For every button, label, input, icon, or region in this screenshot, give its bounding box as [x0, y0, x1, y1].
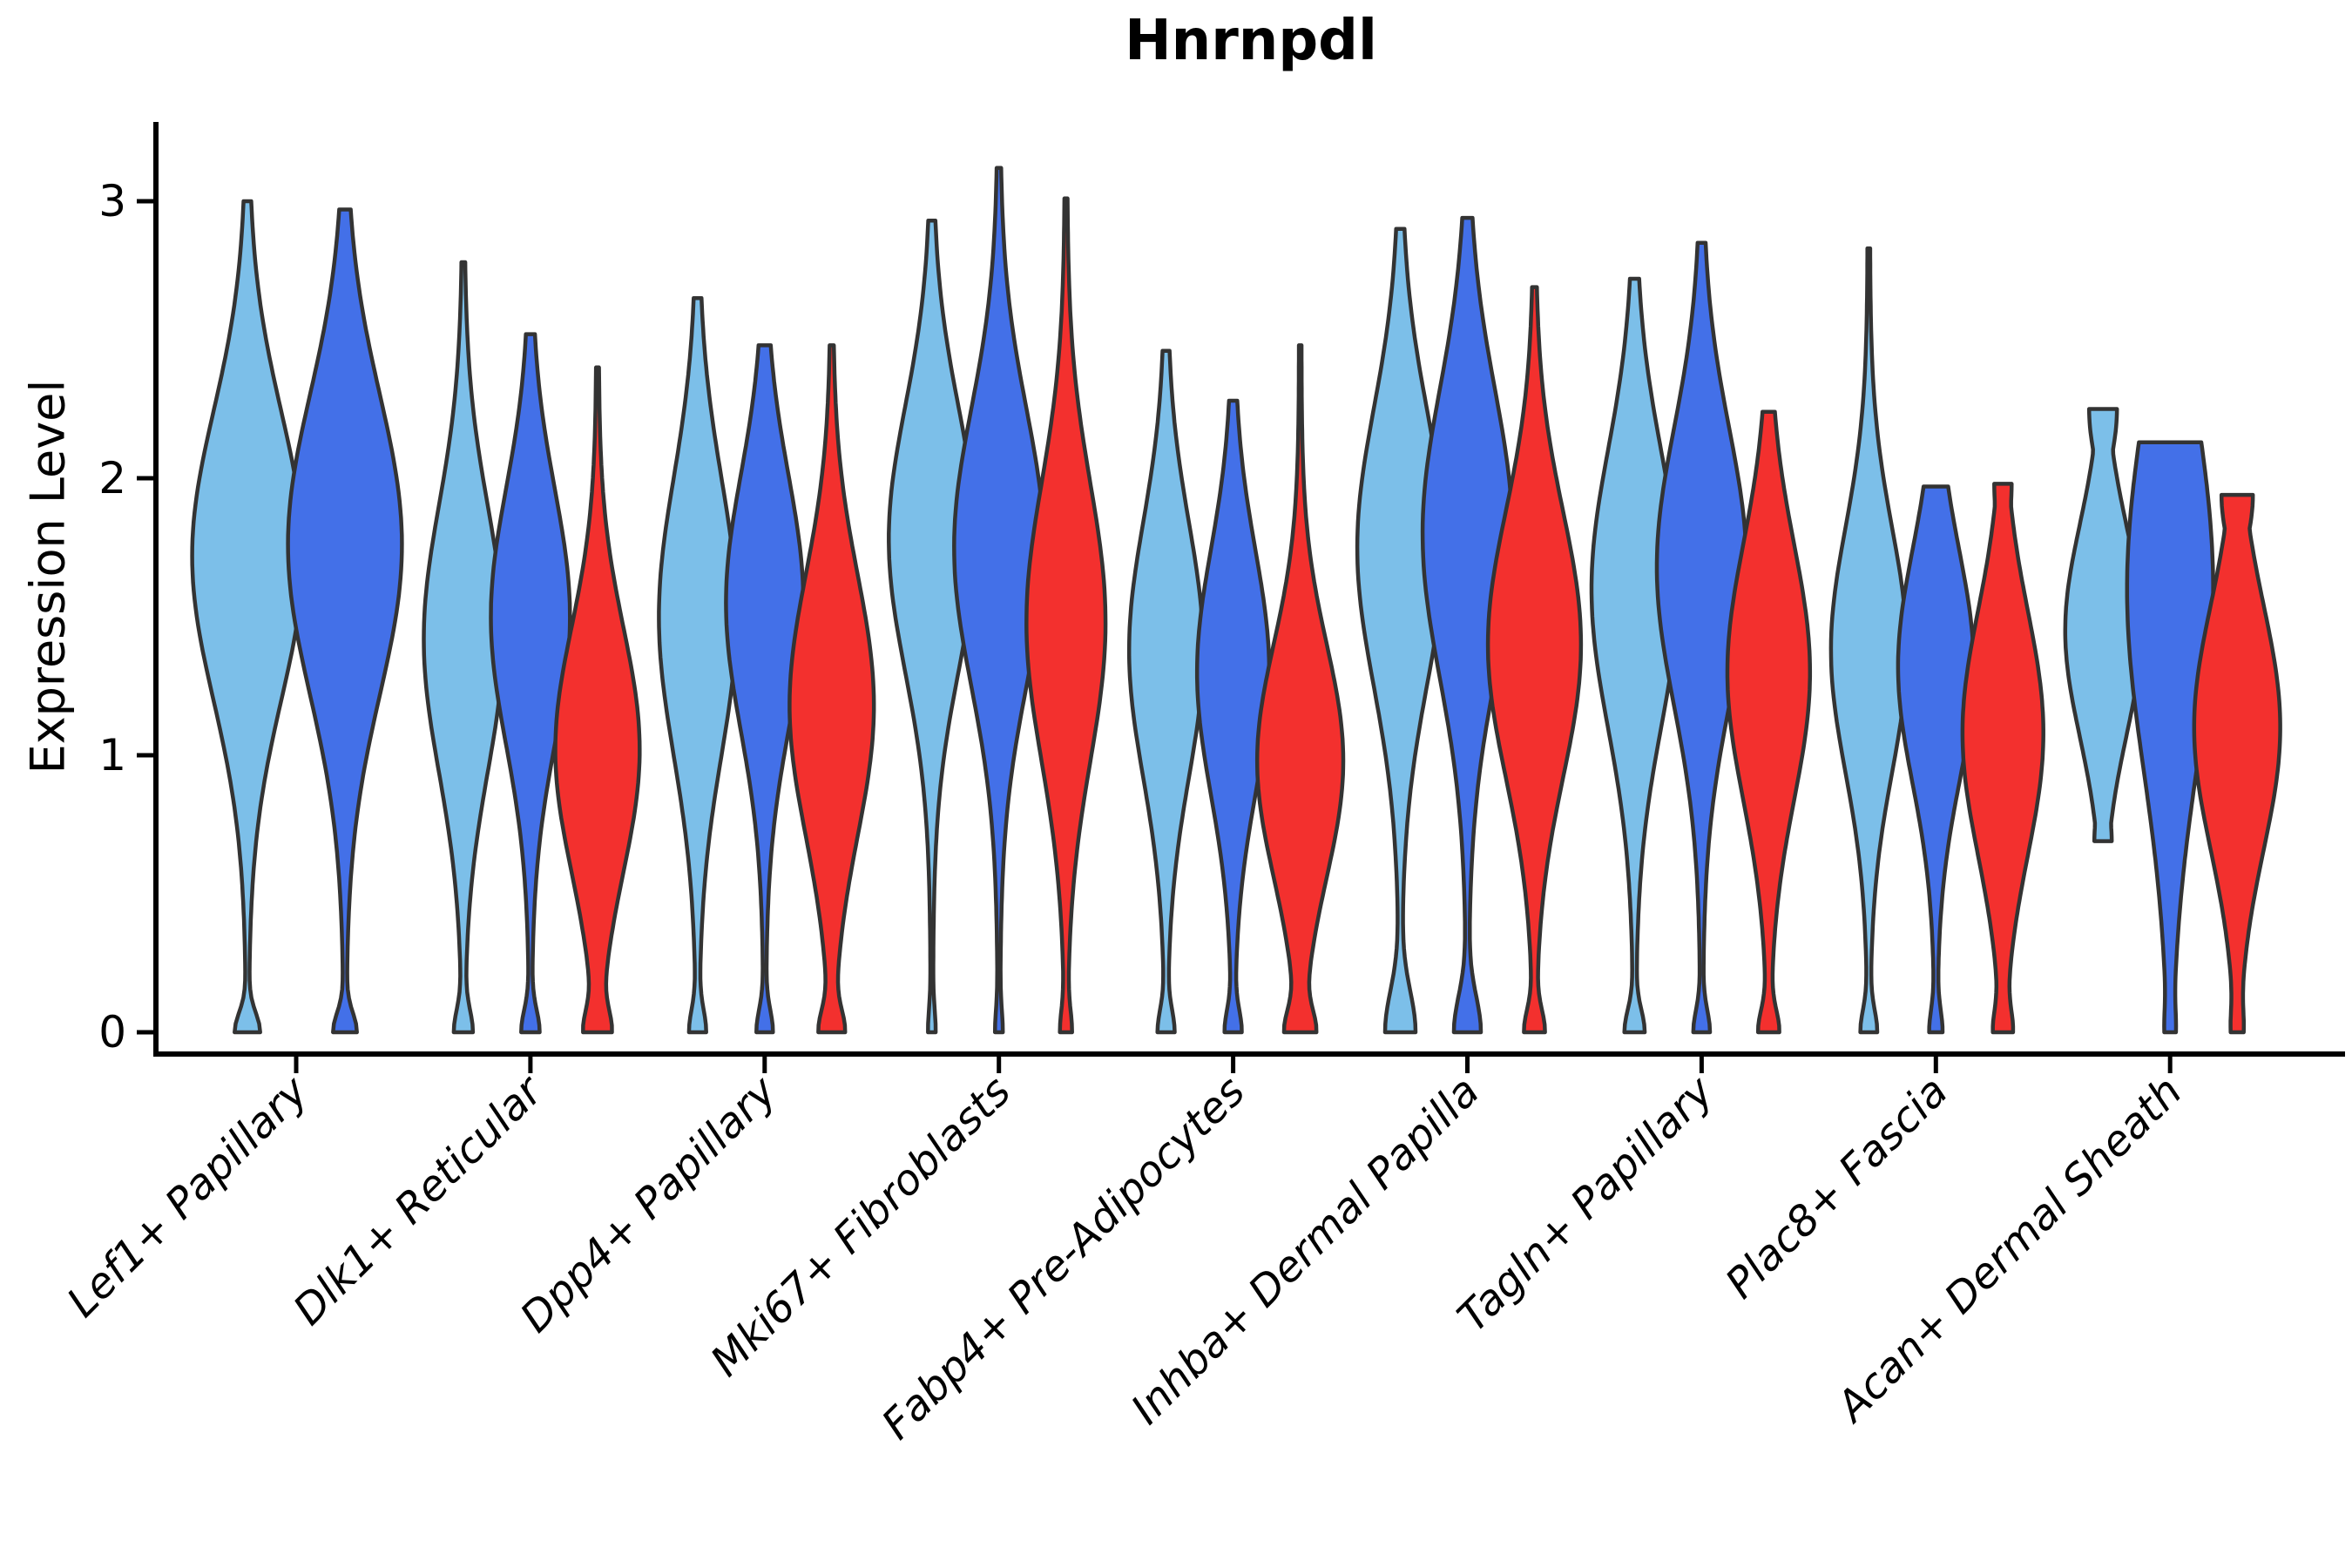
x-tick-label-2: Dpp4+ Papillary: [511, 1066, 787, 1342]
violin-4-royalblue: [1194, 398, 1272, 1035]
violin-7-red: [1960, 482, 2045, 1035]
violin-4-red: [1254, 343, 1346, 1035]
y-tick-label-3: 3: [98, 176, 126, 226]
violin-6-red: [1725, 409, 1813, 1035]
violin-3-skyblue: [887, 219, 977, 1035]
y-tick-label-0: 0: [98, 1007, 126, 1058]
violin-2-red: [787, 343, 876, 1035]
violin-7-royalblue: [1896, 484, 1976, 1035]
x-tick-label-6: Tagln+ Papillary: [1449, 1066, 1724, 1342]
violin-5-red: [1485, 285, 1584, 1035]
violin-3-royalblue: [952, 166, 1046, 1035]
violin-8-royalblue: [2125, 440, 2215, 1035]
violin-1-royalblue: [489, 332, 572, 1035]
violin-1-red: [553, 365, 642, 1035]
chart-title: Hnrnpdl: [1125, 9, 1377, 73]
violin-7-skyblue: [1828, 246, 1909, 1035]
violin-2-skyblue: [657, 296, 739, 1035]
y-tick-label-2: 2: [98, 453, 126, 504]
violin-0-royalblue: [286, 207, 404, 1035]
y-tick-label-1: 1: [98, 730, 126, 781]
violin-5-royalblue: [1420, 215, 1515, 1035]
violin-6-royalblue: [1654, 240, 1749, 1035]
x-tick-label-0: Lef1+ Papillary: [57, 1066, 318, 1327]
x-tick-label-7: Plac8+ Fascia: [1716, 1067, 1957, 1308]
violin-6-skyblue: [1589, 276, 1680, 1035]
violin-0-skyblue: [190, 199, 305, 1035]
violin-1-skyblue: [422, 260, 505, 1035]
violin-5-skyblue: [1355, 226, 1446, 1035]
violin-3-red: [1024, 196, 1108, 1035]
x-tick-label-1: Dlk1+ Reticular: [284, 1065, 554, 1335]
violin-2-royalblue: [724, 343, 806, 1035]
y-axis-label: Expression Level: [20, 379, 76, 774]
violin-4-skyblue: [1126, 348, 1206, 1035]
violin-8-red: [2192, 492, 2282, 1035]
